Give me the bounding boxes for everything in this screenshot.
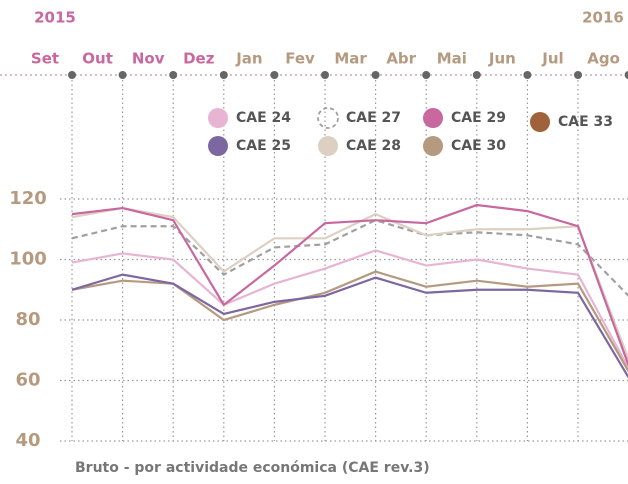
legend-label: CAE 30 [451,138,506,154]
x-tick-label: Ago [587,50,620,68]
legend-label: CAE 27 [346,110,401,126]
y-tick-label: 100 [9,249,47,270]
x-tick-label: Nov [132,50,165,68]
series-line [71,273,628,379]
month-dot [321,71,329,79]
x-tick-label: Dez [183,50,215,68]
legend-swatch [423,136,443,156]
legend-label: CAE 33 [558,114,613,130]
legend-label: CAE 29 [451,110,506,126]
month-dot [523,71,532,79]
legend-swatch [530,112,550,132]
y-tick-label: 80 [15,309,40,330]
y-tick-label: 40 [15,430,40,451]
legend-label: CAE 24 [236,110,291,126]
x-tick-label: Mar [334,50,367,68]
year-label: 2016 [582,9,624,27]
series-line [71,206,628,360]
month-dot [118,71,127,79]
month-dot [472,71,481,79]
series-line [71,249,628,369]
series-line [71,203,628,366]
year-label: 2015 [34,9,76,27]
legend-swatch [423,108,443,128]
series-line [71,218,628,297]
x-tick-label: Jun [488,50,516,68]
x-tick-label: Set [31,50,59,68]
month-dot [169,71,178,79]
y-tick-label: 120 [9,188,47,209]
x-tick-label: Mai [437,50,467,68]
month-dot [371,71,380,79]
caption: Bruto - por actividade económica (CAE re… [75,460,430,476]
x-tick-label: Jul [541,50,563,68]
x-tick-label: Jan [235,50,262,68]
x-tick-label: Fev [285,50,315,68]
legend-label: CAE 28 [346,138,401,154]
x-tick-label: Out [82,50,113,68]
y-tick-label: 60 [15,370,40,391]
month-dot [219,71,228,79]
month-dot [68,71,76,79]
legend-swatch [317,107,339,129]
month-dot [574,71,582,79]
legend-swatch [318,136,338,156]
month-dot [624,71,628,79]
legend-label: CAE 25 [236,138,291,154]
month-dot [422,71,431,79]
legend-swatch [208,136,228,156]
x-tick-label: Abr [386,50,416,68]
month-dot [270,71,279,79]
legend-swatch [208,108,228,128]
